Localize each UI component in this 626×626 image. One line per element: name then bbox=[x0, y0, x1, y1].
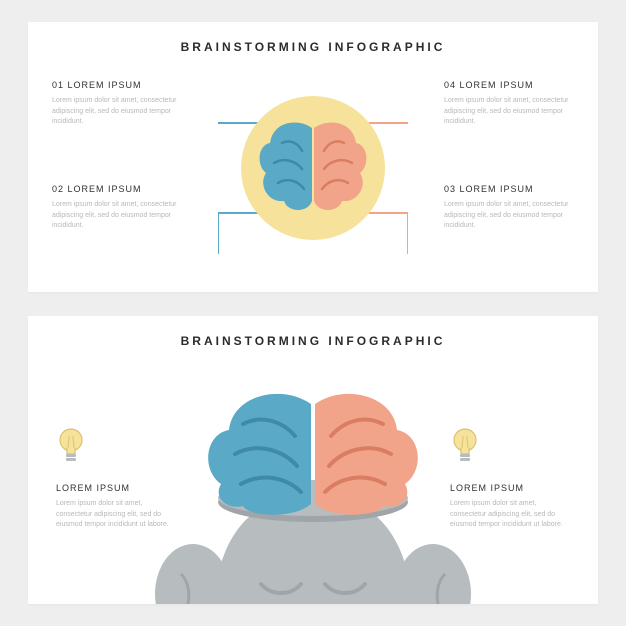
item-04-label: 04 LOREM IPSUM bbox=[444, 80, 574, 90]
item-body: Lorem ipsum dolor sit amet, consectetur … bbox=[444, 200, 574, 232]
item-02: 02 LOREM IPSUM Lorem ipsum dolor sit ame… bbox=[52, 184, 182, 232]
item-label: LOREM IPSUM bbox=[460, 184, 534, 194]
infographic-card-head: BRAINSTORMING INFOGRAPHIC LOREM IPSUM Lo… bbox=[28, 316, 598, 604]
lightbulb-icon bbox=[56, 426, 86, 466]
item-04: 04 LOREM IPSUM Lorem ipsum dolor sit ame… bbox=[444, 80, 574, 128]
item-num: 01 bbox=[52, 80, 64, 90]
item-label: LOREM IPSUM bbox=[68, 184, 142, 194]
head-brain-illustration bbox=[143, 384, 483, 604]
card1-content: 01 LOREM IPSUM Lorem ipsum dolor sit ame… bbox=[28, 22, 598, 292]
item-body: Lorem ipsum dolor sit amet, consectetur … bbox=[52, 96, 182, 128]
item-num: 04 bbox=[444, 80, 456, 90]
brain-circle-illustration bbox=[218, 73, 408, 263]
item-03-label: 03 LOREM IPSUM bbox=[444, 184, 574, 194]
item-label: LOREM IPSUM bbox=[460, 80, 534, 90]
item-body: Lorem ipsum dolor sit amet, consectetur … bbox=[444, 96, 574, 128]
infographic-card-plugs: BRAINSTORMING INFOGRAPHIC bbox=[28, 22, 598, 292]
item-01: 01 LOREM IPSUM Lorem ipsum dolor sit ame… bbox=[52, 80, 182, 128]
item-num: 02 bbox=[52, 184, 64, 194]
card2-title: BRAINSTORMING INFOGRAPHIC bbox=[28, 316, 598, 348]
item-01-label: 01 LOREM IPSUM bbox=[52, 80, 182, 90]
item-02-label: 02 LOREM IPSUM bbox=[52, 184, 182, 194]
item-03: 03 LOREM IPSUM Lorem ipsum dolor sit ame… bbox=[444, 184, 574, 232]
item-body: Lorem ipsum dolor sit amet, consectetur … bbox=[52, 200, 182, 232]
item-label: LOREM IPSUM bbox=[68, 80, 142, 90]
item-num: 03 bbox=[444, 184, 456, 194]
